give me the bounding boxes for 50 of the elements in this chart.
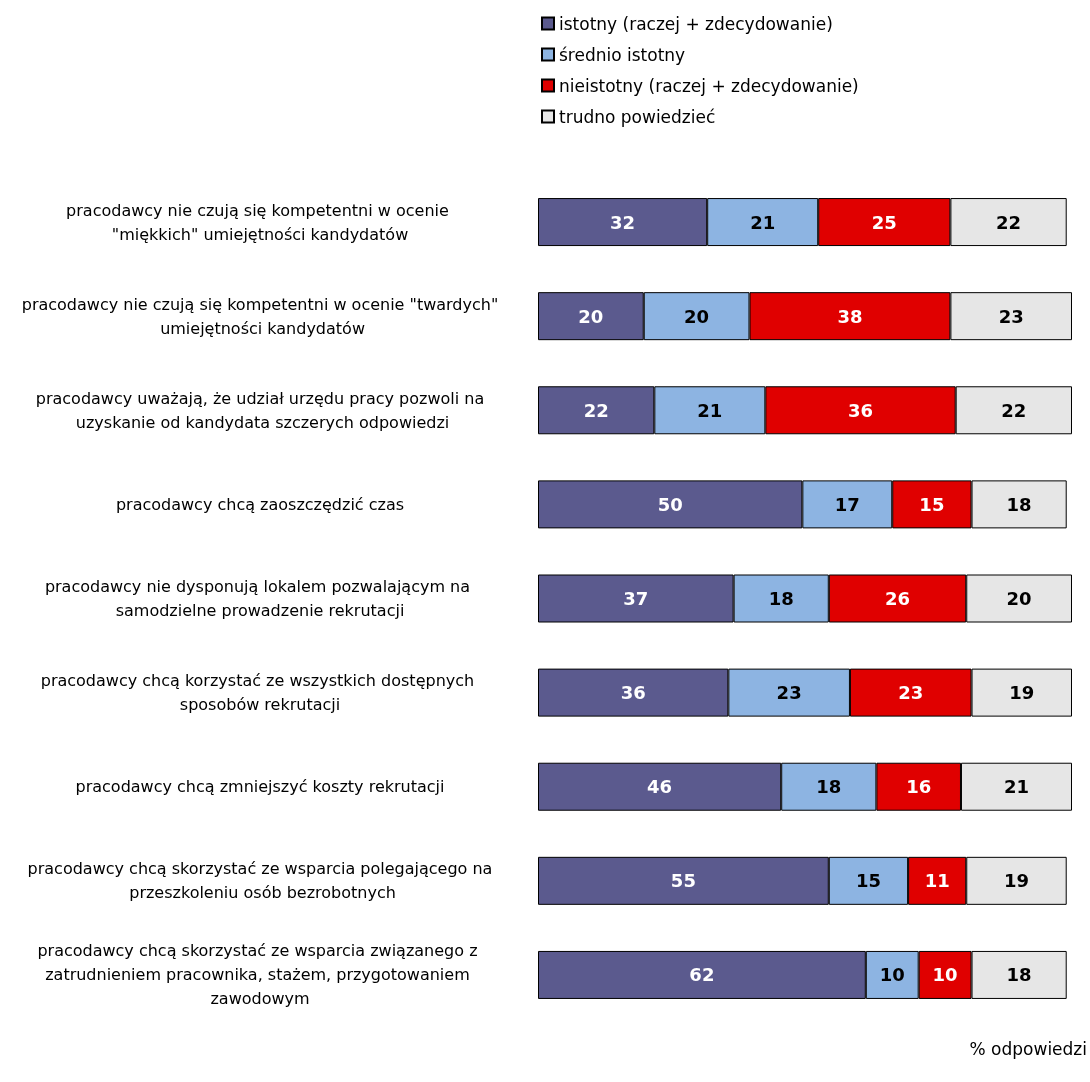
data-label: 19 [1003, 870, 1030, 892]
y-tick-label: pracodawcy chcą korzystać ze wszystkich dostępnych sposobów rekrutacji [40, 671, 480, 715]
data-label: 22 [583, 399, 609, 421]
y-tick-label: pracodawcy nie czują się kompetentni w ocenie "twardych" umiejętności kandydatów [21, 294, 499, 338]
legend-label: trudno powiedzieć [559, 106, 716, 127]
data-label: 38 [837, 305, 863, 327]
data-label: 11 [924, 870, 950, 892]
data-label: 18 [1006, 964, 1032, 986]
data-label: 46 [647, 776, 673, 798]
y-tick-label: pracodawcy nie dysponują lokalem pozwalającym na samodzielne prowadzenie rekrutacji [44, 577, 476, 620]
data-label: 21 [750, 211, 776, 233]
y-tick-label: pracodawcy chcą skorzystać ze wsparcia polegającego na przeszkoleniu osób bezrobotnych [27, 859, 493, 903]
y-tick-label: pracodawcy chcą skorzystać ze wsparcia związanego z zatrudnieniem pracownika, stażem, przygotowaniem zawodowym [37, 941, 483, 1009]
data-label: 26 [884, 588, 911, 609]
data-label: 50 [657, 493, 683, 515]
data-label: 21 [697, 399, 723, 421]
data-label: 36 [847, 399, 874, 421]
data-label: 20 [684, 305, 710, 327]
data-label: 17 [834, 493, 860, 515]
y-tick-label: pracodawcy chcą zaoszczędzić czas [115, 494, 405, 514]
data-label: 36 [620, 682, 646, 704]
data-label: 16 [906, 776, 932, 798]
data-label: 18 [1006, 493, 1032, 515]
data-label: 22 [996, 211, 1022, 233]
y-tick-label: pracodawcy chcą zmniejszyć koszty rekrutacji [75, 777, 445, 797]
data-label: 22 [1001, 399, 1027, 421]
data-label: 15 [919, 493, 945, 515]
legend-label: średnio istotny [559, 44, 686, 65]
data-label: 23 [898, 682, 924, 704]
x-axis-title: % odpowiedzi [969, 1038, 1087, 1059]
data-label: 25 [871, 211, 897, 233]
data-label: 37 [623, 588, 649, 609]
data-label: 20 [1006, 588, 1032, 609]
data-label: 18 [768, 588, 794, 609]
data-label: 55 [670, 870, 696, 892]
y-tick-label: pracodawcy nie czują się kompetentni w ocenie "miękkich" umiejętności kandydatów [66, 200, 454, 244]
data-label: 19 [1009, 682, 1035, 704]
data-label: 23 [776, 682, 802, 704]
y-tick-label: pracodawcy uważają, że udział urzędu pracy pozwoli na uzyskanie od kandydata szczerych odpowiedzi [35, 388, 485, 432]
legend-label: nieistotny (raczej + zdecydowanie) [559, 75, 859, 96]
data-label: 10 [932, 964, 958, 986]
data-label: 21 [1003, 776, 1030, 798]
data-label: 32 [610, 211, 636, 233]
data-label: 20 [578, 305, 604, 327]
data-label: 62 [689, 964, 715, 986]
data-label: 10 [879, 964, 905, 986]
data-label: 15 [855, 870, 881, 892]
legend-label: istotny (raczej + zdecydowanie) [559, 13, 833, 34]
data-label: 23 [998, 305, 1024, 327]
data-label: 18 [816, 776, 842, 798]
